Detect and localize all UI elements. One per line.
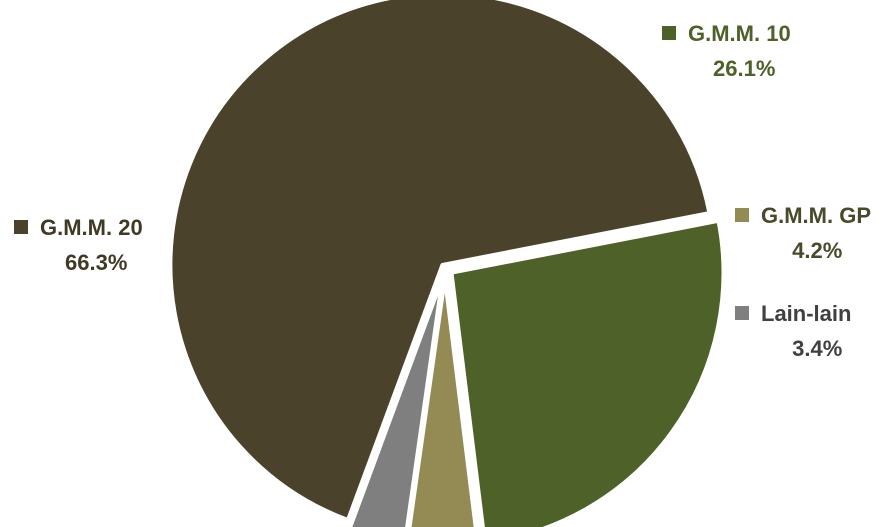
legend-swatch <box>662 26 676 40</box>
slice-percent-label: 66.3% <box>65 250 127 275</box>
slice-name-label: Lain-lain <box>761 301 851 326</box>
slice-label: G.M.M. GP 4.2% <box>735 203 871 263</box>
pie-slice-lain-lain <box>348 275 445 527</box>
slice-labels: G.M.M. 10 26.1% G.M.M. GP 4.2% Lain-lain 3.4%… <box>14 21 871 361</box>
legend-swatch <box>14 220 28 234</box>
slice-name-label: G.M.M. 20 <box>40 215 143 240</box>
slice-percent-label: 26.1% <box>713 56 775 81</box>
slice-label: G.M.M. 10 26.1% <box>662 21 791 81</box>
pie-slice-g-m-m-10 <box>449 218 726 527</box>
pie-slice-g-m-m-20 <box>168 0 712 523</box>
pie-slices <box>168 0 726 527</box>
pie-slice-g-m-m-gp <box>407 276 478 527</box>
slice-percent-label: 3.4% <box>792 336 842 361</box>
slice-name-label: G.M.M. GP <box>761 203 871 228</box>
legend-swatch <box>735 208 749 222</box>
slice-name-label: G.M.M. 10 <box>688 21 791 46</box>
legend-swatch <box>735 306 749 320</box>
slice-label: Lain-lain 3.4% <box>735 301 851 361</box>
slice-label: G.M.M. 20 66.3% <box>14 215 143 275</box>
slice-percent-label: 4.2% <box>792 238 842 263</box>
